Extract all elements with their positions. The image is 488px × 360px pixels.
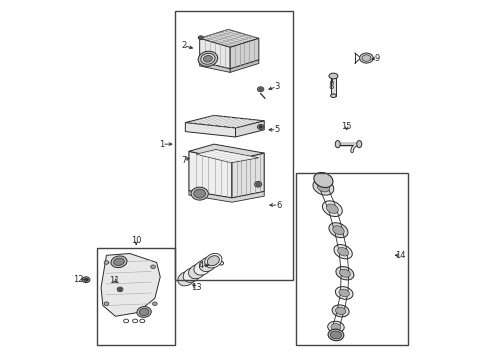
Polygon shape: [199, 30, 258, 47]
Ellipse shape: [329, 331, 341, 339]
Ellipse shape: [183, 268, 200, 282]
Ellipse shape: [113, 258, 124, 265]
Ellipse shape: [356, 140, 361, 148]
Ellipse shape: [104, 261, 108, 264]
Bar: [174, 12, 292, 280]
Ellipse shape: [331, 305, 348, 317]
Ellipse shape: [199, 257, 216, 271]
Text: 9: 9: [374, 54, 379, 63]
Ellipse shape: [152, 302, 157, 306]
Ellipse shape: [199, 37, 202, 39]
Text: 4: 4: [199, 261, 203, 270]
Bar: [97, 248, 174, 345]
Ellipse shape: [339, 269, 349, 277]
Text: 8: 8: [327, 82, 333, 91]
Ellipse shape: [361, 55, 370, 61]
Polygon shape: [101, 253, 160, 316]
Ellipse shape: [111, 256, 127, 267]
Ellipse shape: [332, 226, 344, 235]
Ellipse shape: [327, 329, 343, 341]
Polygon shape: [231, 153, 264, 198]
Ellipse shape: [178, 271, 195, 286]
Ellipse shape: [198, 36, 203, 40]
Ellipse shape: [211, 262, 214, 265]
Polygon shape: [196, 149, 258, 163]
Ellipse shape: [335, 307, 345, 315]
Ellipse shape: [209, 261, 216, 266]
Ellipse shape: [117, 287, 122, 292]
Bar: [330, 76, 336, 96]
Ellipse shape: [326, 204, 338, 213]
Polygon shape: [185, 116, 264, 128]
Polygon shape: [185, 123, 235, 137]
Ellipse shape: [254, 181, 261, 187]
Ellipse shape: [188, 264, 205, 279]
Ellipse shape: [257, 87, 264, 92]
Polygon shape: [188, 144, 264, 160]
Ellipse shape: [104, 302, 108, 306]
Ellipse shape: [317, 183, 329, 192]
Polygon shape: [199, 39, 230, 69]
Text: 2: 2: [181, 41, 186, 50]
Ellipse shape: [328, 223, 347, 238]
Ellipse shape: [118, 288, 122, 291]
Ellipse shape: [150, 265, 155, 269]
Ellipse shape: [322, 201, 342, 216]
Ellipse shape: [191, 187, 208, 200]
Ellipse shape: [194, 261, 211, 275]
Ellipse shape: [327, 321, 344, 333]
Ellipse shape: [330, 324, 340, 330]
Ellipse shape: [139, 309, 149, 316]
Ellipse shape: [83, 278, 88, 281]
Ellipse shape: [335, 287, 352, 299]
Ellipse shape: [137, 307, 151, 318]
Ellipse shape: [256, 183, 260, 186]
Bar: [296, 173, 407, 345]
Ellipse shape: [258, 88, 262, 91]
Ellipse shape: [313, 172, 332, 188]
Polygon shape: [188, 191, 264, 202]
Text: 6: 6: [275, 201, 281, 210]
Polygon shape: [188, 151, 231, 198]
Ellipse shape: [204, 253, 222, 268]
Ellipse shape: [312, 179, 333, 195]
Text: 14: 14: [394, 251, 405, 260]
Polygon shape: [235, 121, 264, 137]
Ellipse shape: [193, 189, 205, 198]
Text: 5: 5: [274, 125, 279, 134]
Text: 1: 1: [159, 140, 164, 149]
Ellipse shape: [359, 53, 372, 63]
Ellipse shape: [201, 53, 215, 64]
Text: 12: 12: [73, 275, 84, 284]
Text: 7: 7: [181, 156, 186, 165]
Text: 11: 11: [109, 276, 120, 285]
Ellipse shape: [258, 126, 262, 129]
Ellipse shape: [203, 55, 212, 62]
Ellipse shape: [335, 266, 353, 280]
Text: 13: 13: [190, 283, 201, 292]
Polygon shape: [230, 39, 258, 69]
Text: 15: 15: [341, 122, 351, 131]
Ellipse shape: [207, 256, 219, 266]
Polygon shape: [199, 62, 230, 72]
Ellipse shape: [257, 125, 264, 130]
Polygon shape: [230, 60, 258, 72]
Ellipse shape: [198, 51, 217, 66]
Ellipse shape: [82, 277, 90, 283]
Ellipse shape: [335, 140, 340, 148]
Ellipse shape: [330, 94, 336, 98]
Ellipse shape: [333, 244, 351, 259]
Ellipse shape: [338, 289, 349, 297]
Ellipse shape: [328, 73, 337, 79]
Ellipse shape: [330, 74, 336, 78]
Text: 10: 10: [131, 237, 141, 246]
Ellipse shape: [337, 247, 348, 256]
Text: 3: 3: [274, 82, 279, 91]
